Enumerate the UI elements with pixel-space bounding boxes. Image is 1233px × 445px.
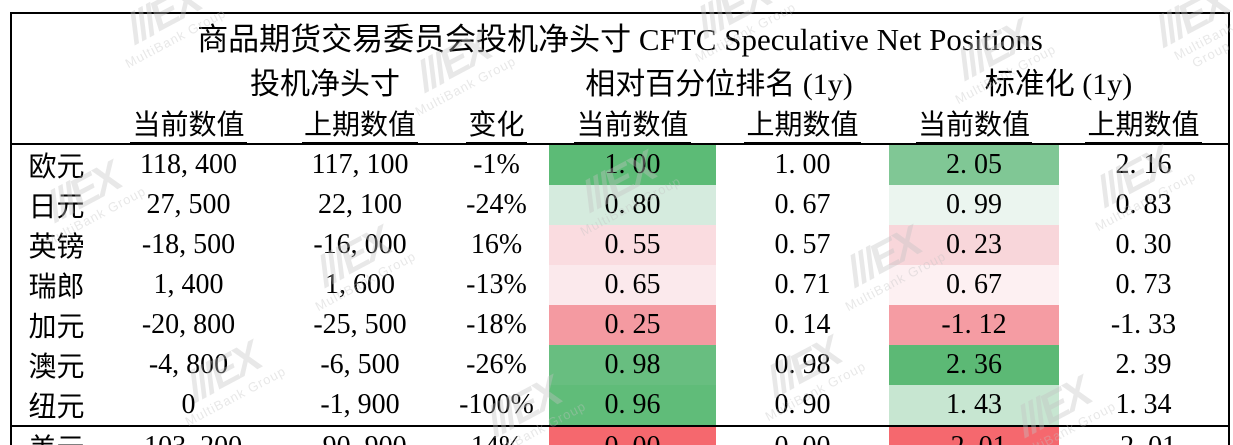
cell-std-previous: -2. 01	[1059, 425, 1229, 445]
cell-std-current: -1. 12	[889, 305, 1059, 345]
column-header-previous-value: 上期数值	[276, 103, 444, 145]
cell-pct-current: 0. 55	[549, 225, 716, 265]
cell-std-current: 1. 43	[889, 385, 1059, 426]
cell-current: -18, 500	[141, 229, 236, 260]
cell-current: 27, 500	[146, 189, 231, 220]
row-label: 英镑	[28, 232, 85, 263]
cell-pct-previous: 0. 14	[774, 309, 831, 340]
cell-pct-previous: 0. 67	[774, 189, 831, 220]
cell-pct-previous: 0. 90	[774, 389, 831, 420]
cell-pct-previous: 1. 00	[774, 149, 831, 180]
group-header-speculative-net-positions: 投机净头寸	[250, 68, 400, 101]
column-header-pct-previous-value: 上期数值	[716, 103, 889, 145]
cell-std-previous: 1. 34	[1115, 389, 1172, 420]
cell-std-previous: 0. 83	[1115, 189, 1172, 220]
cell-previous: -6, 500	[320, 349, 400, 380]
cell-std-previous: 0. 30	[1115, 229, 1172, 260]
row-label: 瑞郎	[28, 272, 85, 303]
cell-change: -24%	[466, 189, 527, 220]
cell-std-current: 0. 99	[889, 185, 1059, 225]
cell-std-previous: -1. 33	[1110, 309, 1177, 340]
cell-pct-current: 0. 25	[549, 305, 716, 345]
cell-previous: -25, 500	[313, 309, 407, 340]
column-header-std-previous-value: 上期数值	[1059, 103, 1229, 145]
row-label: 美元	[11, 425, 101, 445]
table-row-cad: 加元 -20, 800 -25, 500 -18% 0. 25 0. 14 -1…	[11, 305, 1229, 345]
cell-pct-current: 0. 00	[549, 425, 716, 445]
cell-previous: -1, 900	[320, 389, 400, 420]
cftc-positions-table: 商品期货交易委员会投机净头寸 CFTC Speculative Net Posi…	[10, 12, 1230, 445]
table-row-eur: 欧元 118, 400 117, 100 -1% 1. 00 1. 00 2. …	[11, 144, 1229, 185]
cell-pct-current: 0. 80	[549, 185, 716, 225]
cell-std-current: 2. 05	[889, 144, 1059, 185]
cell-current: -4, 800	[148, 349, 229, 380]
cell-std-current: 0. 67	[889, 265, 1059, 305]
table-row-aud: 澳元 -4, 800 -6, 500 -26% 0. 98 0. 98 2. 3…	[11, 345, 1229, 385]
group-header-spacer	[11, 59, 101, 103]
page-title: 商品期货交易委员会投机净头寸 CFTC Speculative Net Posi…	[197, 22, 1043, 57]
cell-current: -103, 200	[101, 425, 276, 445]
group-header-percentile-rank-1y: 相对百分位排名 (1y)	[585, 68, 853, 101]
cell-pct-current: 0. 98	[549, 345, 716, 385]
group-header-standardized-1y: 标准化 (1y)	[984, 68, 1133, 101]
cell-std-current: 0. 23	[889, 225, 1059, 265]
cell-current: -20, 800	[141, 309, 236, 340]
cell-previous: -16, 000	[313, 229, 407, 260]
cell-std-current: -2. 01	[889, 425, 1059, 445]
cell-change: 16%	[470, 229, 523, 260]
row-label: 加元	[28, 312, 85, 343]
cell-current: 118, 400	[140, 149, 237, 180]
cell-previous: 22, 100	[318, 189, 402, 220]
row-label: 欧元	[28, 152, 85, 183]
table-row-gbp: 英镑 -18, 500 -16, 000 16% 0. 55 0. 57 0. …	[11, 225, 1229, 265]
column-header-spacer	[11, 103, 101, 145]
column-header-change: 变化	[444, 103, 549, 145]
cell-std-previous: 2. 39	[1115, 349, 1172, 380]
table-row-usd: 美元 -103, 200 -90, 900 14% 0. 00 0. 00 -2…	[11, 425, 1229, 445]
column-header-pct-current-value: 当前数值	[549, 103, 716, 145]
cell-previous: -90, 900	[276, 425, 444, 445]
cell-current: 1, 400	[153, 269, 224, 300]
cell-std-previous: 0. 73	[1115, 269, 1172, 300]
cell-previous: 1, 600	[325, 269, 395, 300]
cell-change: -100%	[459, 389, 534, 420]
cell-change: -26%	[466, 349, 527, 380]
table-row-jpy: 日元 27, 500 22, 100 -24% 0. 80 0. 67 0. 9…	[11, 185, 1229, 225]
row-label: 纽元	[28, 392, 85, 423]
cell-std-previous: 2. 16	[1115, 149, 1172, 180]
row-label: 日元	[28, 192, 85, 223]
row-label: 澳元	[28, 352, 85, 383]
title-row: 商品期货交易委员会投机净头寸 CFTC Speculative Net Posi…	[11, 13, 1229, 59]
cell-change: -1%	[473, 149, 520, 180]
cell-pct-current: 0. 65	[549, 265, 716, 305]
column-header-std-current-value: 当前数值	[889, 103, 1059, 145]
column-header-row: 当前数值 上期数值 变化 当前数值 上期数值 当前数值 上期数值	[11, 103, 1229, 145]
table-row-chf: 瑞郎 1, 400 1, 600 -13% 0. 65 0. 71 0. 67 …	[11, 265, 1229, 305]
cell-change: 14%	[444, 425, 549, 445]
group-header-row: 投机净头寸 相对百分位排名 (1y) 标准化 (1y)	[11, 59, 1229, 103]
table-row-nzd: 纽元 0 -1, 900 -100% 0. 96 0. 90 1. 43 1. …	[11, 385, 1229, 426]
cell-pct-previous: 0. 57	[774, 229, 831, 260]
cell-change: -18%	[466, 309, 527, 340]
cell-previous: 117, 100	[311, 149, 409, 180]
cell-pct-current: 1. 00	[549, 144, 716, 185]
cell-change: -13%	[466, 269, 527, 300]
cell-current: 0	[181, 389, 196, 420]
cell-pct-current: 0. 96	[549, 385, 716, 426]
column-header-current-value: 当前数值	[101, 103, 276, 145]
cell-pct-previous: 0. 00	[716, 425, 889, 445]
cell-std-current: 2. 36	[889, 345, 1059, 385]
cell-pct-previous: 0. 98	[774, 349, 831, 380]
cell-pct-previous: 0. 71	[774, 269, 831, 300]
